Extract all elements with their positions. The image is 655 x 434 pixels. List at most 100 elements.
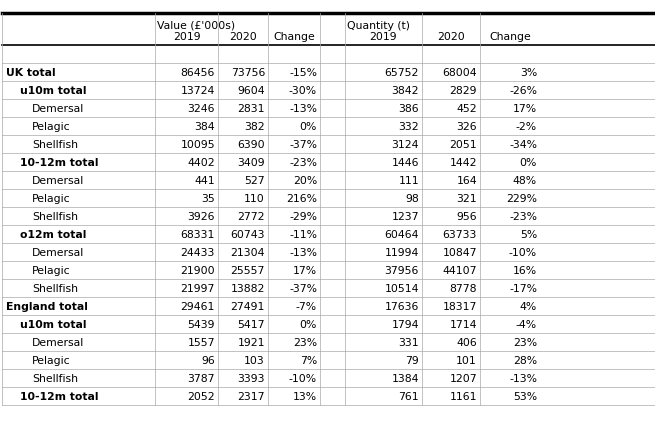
- Text: 11994: 11994: [384, 247, 419, 257]
- Text: u10m total: u10m total: [20, 319, 86, 329]
- Text: 60464: 60464: [384, 230, 419, 240]
- Text: 1237: 1237: [392, 211, 419, 221]
- Text: 441: 441: [195, 176, 215, 186]
- Text: -37%: -37%: [289, 283, 317, 293]
- Text: 35: 35: [201, 194, 215, 204]
- Text: 37956: 37956: [384, 265, 419, 275]
- Text: 21900: 21900: [180, 265, 215, 275]
- Text: 1384: 1384: [392, 373, 419, 383]
- Text: -23%: -23%: [289, 158, 317, 168]
- Text: Demersal: Demersal: [32, 337, 84, 347]
- Text: 956: 956: [457, 211, 477, 221]
- Text: 3%: 3%: [520, 68, 537, 78]
- Text: 23%: 23%: [513, 337, 537, 347]
- Text: 2317: 2317: [238, 391, 265, 401]
- Text: -13%: -13%: [289, 247, 317, 257]
- Text: 2019: 2019: [173, 32, 200, 42]
- Text: 20%: 20%: [293, 176, 317, 186]
- Text: -11%: -11%: [289, 230, 317, 240]
- Text: 10-12m total: 10-12m total: [20, 391, 98, 401]
- Text: 9604: 9604: [237, 86, 265, 96]
- Text: 1161: 1161: [449, 391, 477, 401]
- Text: Shellfish: Shellfish: [32, 211, 78, 221]
- Text: 98: 98: [405, 194, 419, 204]
- Text: 331: 331: [398, 337, 419, 347]
- Text: Shellfish: Shellfish: [32, 283, 78, 293]
- Text: Pelagic: Pelagic: [32, 122, 71, 132]
- Text: -34%: -34%: [509, 140, 537, 150]
- Text: 8778: 8778: [449, 283, 477, 293]
- Text: 21304: 21304: [231, 247, 265, 257]
- Text: 384: 384: [195, 122, 215, 132]
- Text: 5%: 5%: [520, 230, 537, 240]
- Text: 68331: 68331: [181, 230, 215, 240]
- Text: 326: 326: [457, 122, 477, 132]
- Text: 0%: 0%: [299, 122, 317, 132]
- Text: 101: 101: [457, 355, 477, 365]
- Text: 2772: 2772: [238, 211, 265, 221]
- Text: Demersal: Demersal: [32, 104, 84, 114]
- Text: 1557: 1557: [187, 337, 215, 347]
- Text: 3393: 3393: [238, 373, 265, 383]
- Text: -13%: -13%: [509, 373, 537, 383]
- Text: -15%: -15%: [289, 68, 317, 78]
- Text: 21997: 21997: [181, 283, 215, 293]
- Text: 10095: 10095: [180, 140, 215, 150]
- Text: 23%: 23%: [293, 337, 317, 347]
- Text: 2020: 2020: [437, 32, 465, 42]
- Text: -4%: -4%: [516, 319, 537, 329]
- Text: 17636: 17636: [384, 301, 419, 311]
- Text: Pelagic: Pelagic: [32, 355, 71, 365]
- Text: Demersal: Demersal: [32, 176, 84, 186]
- Text: -37%: -37%: [289, 140, 317, 150]
- Text: 5417: 5417: [238, 319, 265, 329]
- Text: -10%: -10%: [509, 247, 537, 257]
- Text: 17%: 17%: [513, 104, 537, 114]
- Text: 60743: 60743: [231, 230, 265, 240]
- Text: 386: 386: [398, 104, 419, 114]
- Text: 44107: 44107: [443, 265, 477, 275]
- Text: 2052: 2052: [187, 391, 215, 401]
- Text: 6390: 6390: [237, 140, 265, 150]
- Text: 2051: 2051: [449, 140, 477, 150]
- Text: 10847: 10847: [443, 247, 477, 257]
- Text: -10%: -10%: [289, 373, 317, 383]
- Text: 2829: 2829: [449, 86, 477, 96]
- Text: 13724: 13724: [181, 86, 215, 96]
- Text: Quantity (t): Quantity (t): [347, 21, 410, 31]
- Text: 3409: 3409: [237, 158, 265, 168]
- Text: Pelagic: Pelagic: [32, 265, 71, 275]
- Text: 3246: 3246: [187, 104, 215, 114]
- Text: 452: 452: [457, 104, 477, 114]
- Text: 332: 332: [398, 122, 419, 132]
- Text: -13%: -13%: [289, 104, 317, 114]
- Text: Demersal: Demersal: [32, 247, 84, 257]
- Text: -29%: -29%: [289, 211, 317, 221]
- Text: 96: 96: [201, 355, 215, 365]
- Text: 2019: 2019: [369, 32, 398, 42]
- Text: 24433: 24433: [181, 247, 215, 257]
- Text: 18317: 18317: [443, 301, 477, 311]
- Text: 1442: 1442: [449, 158, 477, 168]
- Text: 3926: 3926: [187, 211, 215, 221]
- Text: 63733: 63733: [443, 230, 477, 240]
- Text: 1714: 1714: [449, 319, 477, 329]
- Text: 2020: 2020: [229, 32, 257, 42]
- Text: 25557: 25557: [231, 265, 265, 275]
- Text: UK total: UK total: [6, 68, 56, 78]
- Text: Shellfish: Shellfish: [32, 373, 78, 383]
- Text: -2%: -2%: [516, 122, 537, 132]
- Text: 216%: 216%: [286, 194, 317, 204]
- Text: 111: 111: [398, 176, 419, 186]
- Text: 5439: 5439: [187, 319, 215, 329]
- Text: -26%: -26%: [509, 86, 537, 96]
- Text: -30%: -30%: [289, 86, 317, 96]
- Text: 10514: 10514: [384, 283, 419, 293]
- Text: 164: 164: [457, 176, 477, 186]
- Text: 13%: 13%: [293, 391, 317, 401]
- Text: o12m total: o12m total: [20, 230, 86, 240]
- Text: Pelagic: Pelagic: [32, 194, 71, 204]
- Text: 321: 321: [457, 194, 477, 204]
- Text: 86456: 86456: [181, 68, 215, 78]
- Text: 0%: 0%: [299, 319, 317, 329]
